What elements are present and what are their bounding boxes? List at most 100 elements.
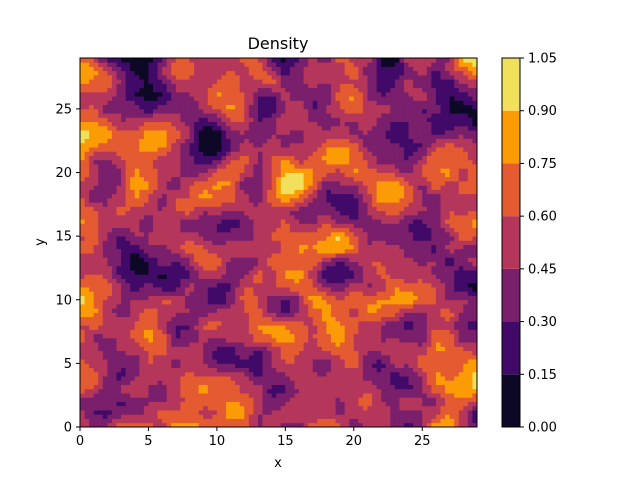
contour-cell	[289, 325, 295, 330]
contour-cell	[326, 189, 332, 195]
contour-cell	[463, 265, 469, 271]
contour-cell	[353, 312, 359, 318]
contour-cell	[276, 316, 282, 322]
contour-cell	[189, 354, 195, 360]
contour-cell	[107, 325, 113, 330]
contour-cell	[340, 371, 346, 377]
contour-cell	[408, 401, 414, 407]
contour-cell	[458, 202, 464, 207]
contour-cell	[194, 214, 200, 220]
contour-cell	[349, 257, 355, 262]
contour-cell	[116, 193, 122, 199]
contour-cell	[321, 202, 327, 207]
contour-cell	[353, 287, 359, 292]
contour-cell	[358, 248, 364, 254]
contour-cell	[463, 397, 469, 402]
contour-cell	[153, 253, 158, 258]
contour-cell	[221, 337, 227, 343]
contour-cell	[253, 299, 259, 305]
contour-cell	[189, 270, 195, 275]
contour-cell	[362, 414, 368, 419]
contour-cell	[367, 376, 373, 381]
contour-cell	[226, 371, 231, 377]
contour-cell	[417, 397, 423, 402]
contour-cell	[353, 342, 359, 347]
contour-cell	[244, 240, 250, 246]
contour-cell	[98, 257, 104, 262]
contour-cell	[326, 231, 332, 237]
contour-cell	[422, 367, 428, 373]
contour-cell	[239, 223, 245, 229]
contour-cell	[207, 214, 213, 220]
contour-cell	[285, 380, 291, 385]
contour-cell	[257, 342, 263, 347]
contour-cell	[308, 329, 314, 335]
contour-cell	[449, 397, 455, 402]
contour-cell	[463, 342, 469, 347]
contour-cell	[93, 236, 99, 241]
contour-cell	[394, 410, 400, 415]
contour-cell	[285, 388, 291, 394]
contour-cell	[121, 418, 127, 424]
contour-cell	[111, 342, 117, 347]
contour-cell	[426, 282, 432, 288]
contour-cell	[381, 210, 387, 216]
contour-cell	[239, 202, 245, 207]
contour-cell	[221, 363, 227, 369]
contour-cell	[408, 384, 414, 390]
contour-cell	[89, 295, 95, 301]
contour-cell	[235, 295, 241, 301]
contour-cell	[212, 342, 218, 347]
contour-cell	[262, 367, 268, 373]
contour-cell	[280, 342, 286, 347]
contour-cell	[294, 193, 300, 199]
contour-cell	[276, 405, 282, 411]
contour-cell	[381, 363, 387, 369]
contour-cell	[212, 333, 218, 339]
contour-cell	[413, 206, 419, 212]
contour-cell	[89, 265, 95, 271]
contour-cell	[194, 261, 200, 267]
contour-cell	[116, 397, 122, 402]
contour-cell	[308, 257, 314, 262]
contour-cell	[153, 350, 158, 356]
contour-cell	[235, 329, 241, 335]
contour-cell	[121, 342, 127, 347]
contour-cell	[449, 231, 455, 237]
contour-cell	[134, 231, 140, 237]
contour-cell	[426, 231, 432, 237]
contour-cell	[148, 350, 154, 356]
contour-cell	[344, 202, 350, 207]
contour-cell	[125, 248, 131, 254]
contour-cell	[449, 329, 455, 335]
contour-cell	[134, 282, 140, 288]
contour-cell	[80, 367, 85, 373]
contour-cell	[449, 244, 455, 250]
contour-cell	[308, 274, 314, 279]
contour-cell	[98, 210, 104, 216]
contour-cell	[148, 244, 154, 250]
contour-cell	[285, 282, 291, 288]
contour-cell	[111, 257, 117, 262]
contour-cell	[376, 278, 382, 284]
contour-cell	[262, 231, 268, 237]
contour-cell	[235, 219, 241, 224]
contour-cell	[463, 274, 469, 279]
contour-cell	[189, 333, 195, 339]
contour-cell	[80, 354, 85, 360]
contour-cell	[107, 265, 113, 271]
contour-cell	[84, 244, 90, 250]
contour-cell	[162, 397, 168, 402]
contour-cell	[422, 257, 428, 262]
contour-cell	[294, 248, 300, 254]
contour-cell	[134, 384, 140, 390]
contour-cell	[458, 223, 464, 229]
contour-cell	[344, 422, 350, 428]
contour-cell	[312, 219, 318, 224]
contour-cell	[403, 380, 409, 385]
contour-cell	[449, 414, 455, 419]
contour-cell	[271, 227, 277, 233]
contour-cell	[107, 227, 113, 233]
contour-cell	[189, 295, 195, 301]
contour-cell	[107, 308, 113, 313]
